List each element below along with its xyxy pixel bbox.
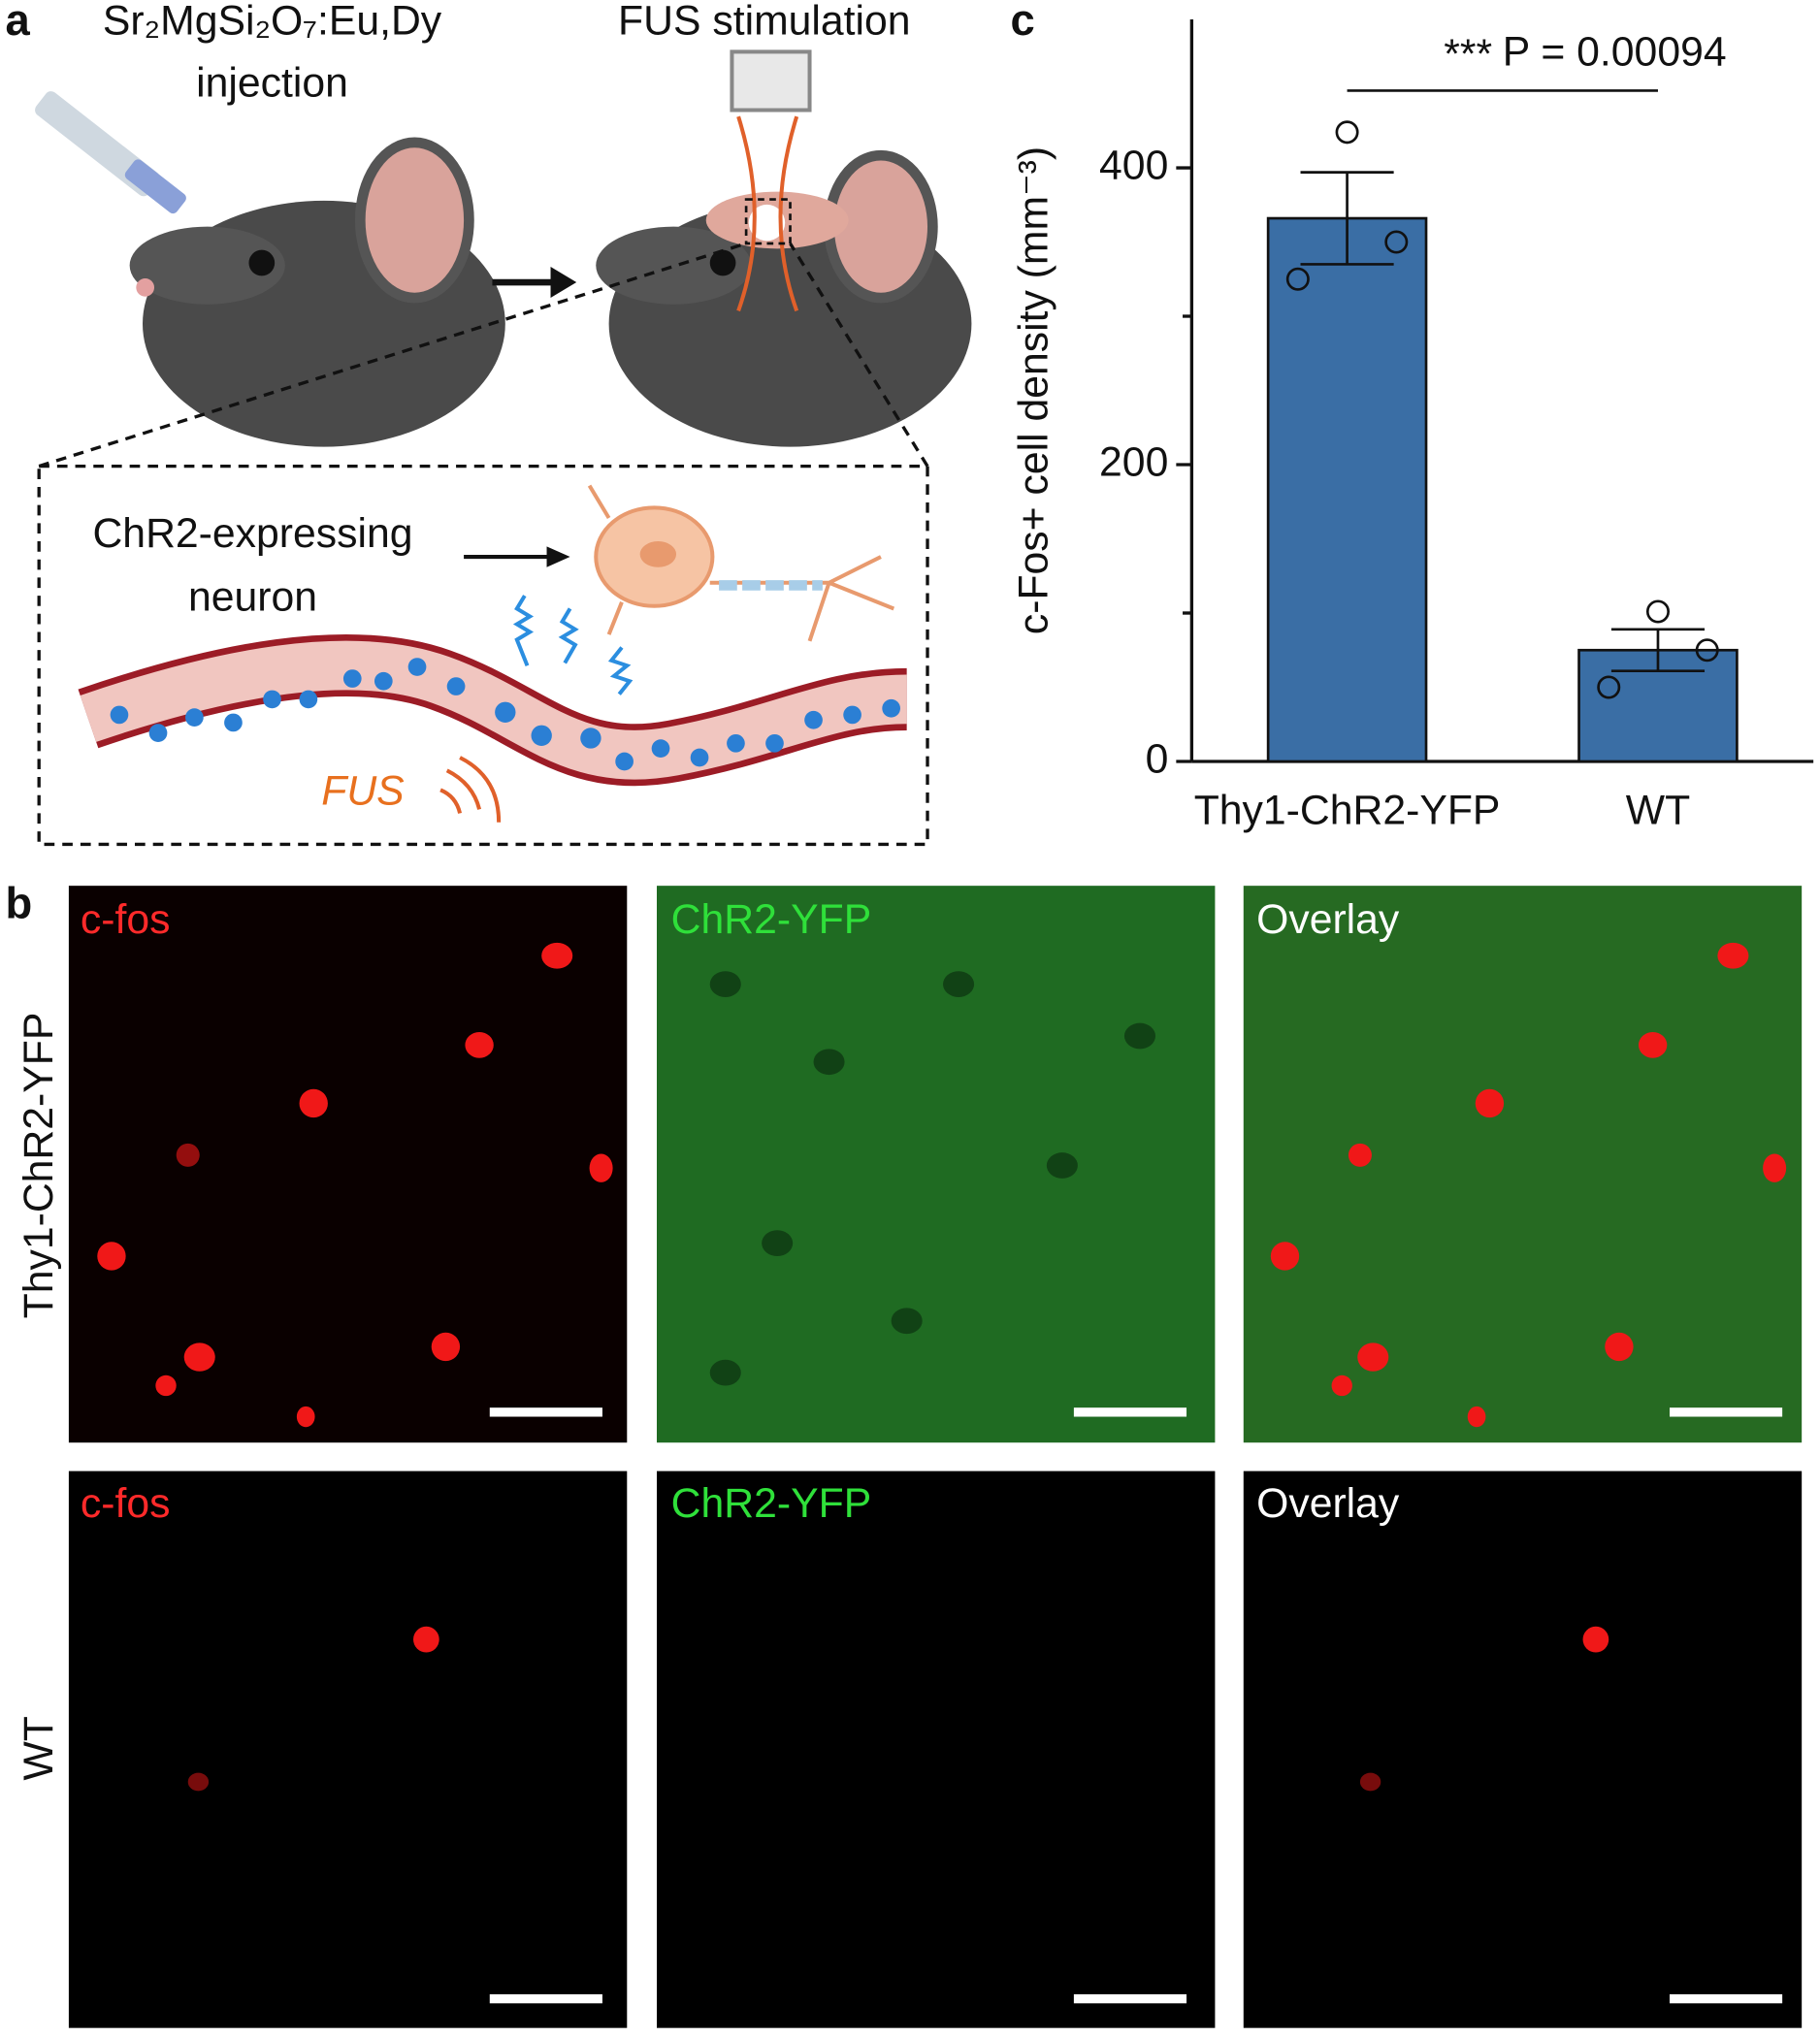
row-label: Thy1-ChR2-YFP bbox=[16, 1013, 62, 1319]
micrograph-row bbox=[68, 1471, 1803, 2028]
bar-chart: c 0 200 400 c-Fos+ cell density (mm⁻³) Thy1-C… bbox=[1010, 0, 1814, 834]
channel-label: Overlay bbox=[1256, 896, 1400, 943]
y-tick-label: 400 bbox=[1099, 142, 1168, 188]
micrograph-row bbox=[68, 886, 1803, 1443]
injection-text: injection bbox=[196, 59, 348, 106]
x-tick-label: WT bbox=[1626, 788, 1690, 834]
channel-label: c-fos bbox=[81, 896, 171, 943]
bar bbox=[1266, 216, 1428, 763]
panel-label: c bbox=[1010, 0, 1034, 45]
neuron-text: neuron bbox=[188, 573, 317, 620]
panel-label: b bbox=[5, 879, 32, 928]
data-point bbox=[1384, 230, 1409, 254]
data-point bbox=[1645, 599, 1670, 624]
neuron-text: ChR2-expressing bbox=[92, 510, 412, 557]
y-axis-label: c-Fos+ cell density (mm⁻³) bbox=[1010, 146, 1056, 634]
stimulation-text: FUS stimulation bbox=[618, 0, 911, 44]
mouse-illustration bbox=[35, 91, 505, 447]
arrowhead bbox=[550, 267, 577, 299]
data-point bbox=[1597, 675, 1621, 699]
data-point bbox=[1285, 267, 1310, 291]
neuron-illustration bbox=[587, 484, 895, 642]
significance-stars: *** bbox=[1444, 31, 1492, 78]
channel-label: ChR2-YFP bbox=[671, 1480, 872, 1527]
y-tick-label: 200 bbox=[1099, 438, 1168, 485]
micrograph-labels: Thy1-ChR2-YFP c-fos ChR2-YFP Overlay WT c-fos… bbox=[16, 896, 1400, 1781]
channel-label: c-fos bbox=[81, 1480, 171, 1527]
y-tick-label: 0 bbox=[1146, 735, 1169, 782]
row-label: WT bbox=[16, 1716, 62, 1780]
arrowhead bbox=[546, 546, 570, 567]
blood-vessel bbox=[78, 595, 908, 823]
channel-label: ChR2-YFP bbox=[671, 896, 872, 943]
p-value: P = 0.00094 bbox=[1503, 28, 1727, 75]
fus-text: FUS bbox=[321, 768, 405, 815]
panel-label: a bbox=[5, 0, 30, 45]
injection-text: Sr₂MgSi₂O₇:Eu,Dy bbox=[103, 0, 442, 44]
data-point bbox=[1695, 638, 1719, 663]
data-point bbox=[1335, 120, 1359, 145]
x-tick-label: Thy1-ChR2-YFP bbox=[1194, 788, 1501, 834]
mouse-illustration bbox=[596, 49, 972, 447]
zoom-box bbox=[37, 242, 929, 847]
channel-label: Overlay bbox=[1256, 1480, 1400, 1527]
